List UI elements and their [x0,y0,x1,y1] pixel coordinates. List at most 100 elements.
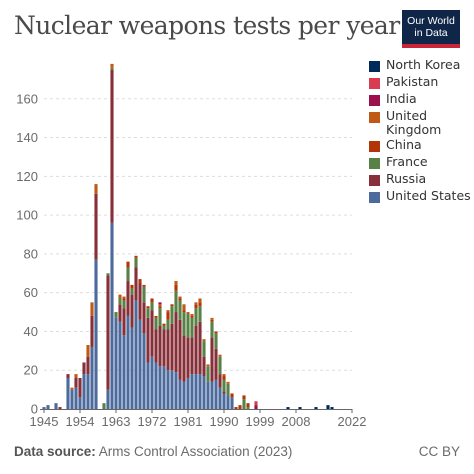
bar-segment [150,298,154,303]
bar-segment [154,317,158,330]
legend-label: United Kingdom [386,108,442,137]
bar-segment [130,294,134,328]
legend-swatch [369,192,380,203]
bar-segment [162,325,166,330]
x-tick-label: 1954 [66,414,95,429]
legend-swatch [369,175,380,186]
bar-segment [218,374,222,388]
bar-segment [182,381,186,409]
bar-segment [190,315,194,318]
bar-segment [70,387,74,390]
bar-segment [74,387,78,409]
y-tick-label: 80 [24,246,38,261]
bar-segment [178,319,182,380]
bar-segment [78,397,82,409]
bar-segment [206,364,210,367]
bar-segment [194,304,198,309]
x-tick-label: 2008 [282,414,311,429]
owid-logo[interactable]: Our World in Data [402,10,460,48]
x-tick-label: 1990 [210,414,239,429]
bar-segment [134,257,138,268]
bar-segment [222,393,226,409]
bar-segment [206,381,210,409]
logo-accent-bar [402,44,460,48]
bar-segment [46,405,50,409]
legend-item-pakistan[interactable]: Pakistan [369,75,473,89]
bar-segment [330,407,334,409]
bar-segment [198,302,202,307]
bar-segment [110,67,114,70]
bar-segment [178,379,182,409]
bar-segment [114,317,118,409]
bar-segment [210,337,214,382]
bar-segment [194,325,198,375]
y-tick-label: 0 [31,402,38,417]
x-axis: 1945 1954 1963 1972 1981 1990 1999 2008 2022 [30,409,367,429]
bar-segment [142,286,146,303]
legend-item-france[interactable]: France [369,155,473,169]
bar-segment [154,315,158,318]
bar-segment [94,193,98,260]
bar-segment [146,308,150,318]
legend-item-china[interactable]: China [369,138,473,152]
legend-swatch [369,61,380,72]
bar-segment [326,405,330,409]
bar-segment [90,315,94,347]
bar-segment [190,337,194,375]
y-tick-label: 20 [24,363,38,378]
bar-segment [166,312,170,320]
bar-segment [126,281,130,316]
bar-segment [174,281,178,285]
bar-segment [90,302,94,316]
bar-segment [230,397,234,409]
legend-label: North Korea [386,57,461,72]
legend-item-united-kingdom[interactable]: United Kingdom [369,109,449,137]
legend-item-north-korea[interactable]: North Korea [369,58,473,72]
bar-segment [82,362,86,375]
chart-title: Nuclear weapons tests per year [14,11,400,40]
license-link[interactable]: CC BY [418,444,460,459]
legend-item-india[interactable]: India [369,92,473,106]
bar-segment [178,296,182,299]
legend-label: India [386,91,417,106]
bar-segment [154,329,158,363]
bar-segment [150,356,154,409]
bar-segment [178,298,182,301]
bar-segment [134,267,138,301]
bar-segment [246,403,250,408]
bar-segment [134,300,138,409]
bar-segment [242,399,246,409]
bar-segment [74,377,78,388]
bar-segment [314,407,318,409]
bar-segment [86,356,90,375]
bar-segment [138,279,142,283]
bar-segment [114,312,118,318]
legend-label: China [386,137,422,152]
legend-label: United States [386,188,471,203]
bar-segment [210,319,214,322]
bar-segment [174,372,178,409]
bar-segment [254,405,258,409]
bar-segment [86,374,90,409]
bar-segment [54,403,58,409]
legend-item-russia[interactable]: Russia [369,172,473,186]
bar-segment [158,302,162,305]
bar-segment [94,259,98,409]
logo-line-1: Our World [407,15,455,27]
legend-label: Pakistan [386,74,439,89]
bar-segment [214,333,218,349]
x-tick-label: 2022 [338,414,367,429]
bar-segment [198,321,202,375]
legend-label: Russia [386,171,427,186]
bar-segment [186,377,190,409]
bar-segment [190,313,194,316]
bar-segment [146,306,150,309]
legend-item-united-states[interactable]: United States [369,189,473,203]
bar-segment [158,304,162,307]
data-source-label: Data source: [14,444,96,459]
bar-segment [138,282,142,320]
data-source-link[interactable]: Arms Control Association (2023) [98,444,293,459]
bar-segment [102,403,106,409]
bar-segment [74,374,78,378]
bar-segment [222,379,226,392]
